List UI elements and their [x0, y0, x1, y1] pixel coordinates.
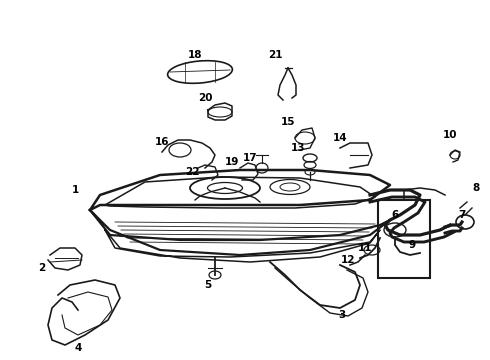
Text: 8: 8 [472, 183, 480, 193]
Text: 18: 18 [188, 50, 202, 60]
Bar [378, 200, 430, 278]
Text: 14: 14 [333, 133, 347, 143]
Text: 5: 5 [204, 280, 212, 290]
Text: 21: 21 [268, 50, 282, 60]
Text: 6: 6 [392, 210, 399, 220]
Text: 4: 4 [74, 343, 82, 353]
Text: 9: 9 [409, 240, 416, 250]
Text: 1: 1 [72, 185, 78, 195]
Text: 15: 15 [281, 117, 295, 127]
Text: 3: 3 [339, 310, 345, 320]
Text: 17: 17 [243, 153, 257, 163]
Text: 16: 16 [155, 137, 169, 147]
Text: 7: 7 [458, 210, 466, 220]
Text: 2: 2 [38, 263, 46, 273]
Text: 12: 12 [341, 255, 355, 265]
Text: 22: 22 [185, 167, 199, 177]
Text: 19: 19 [225, 157, 239, 167]
Text: 20: 20 [198, 93, 212, 103]
Text: 11: 11 [358, 243, 372, 253]
Text: 10: 10 [443, 130, 457, 140]
Text: 13: 13 [291, 143, 305, 153]
